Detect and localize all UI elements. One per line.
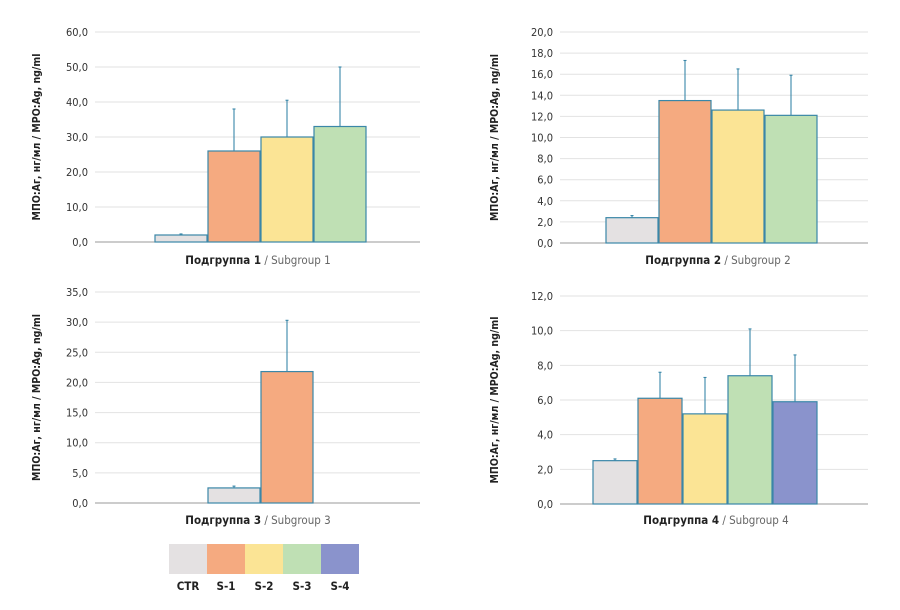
x-title-ru: Подгруппа 2: [645, 253, 721, 267]
legend-swatch-s-1: [207, 544, 245, 574]
bar-ctr: [154, 234, 208, 243]
y-tick-label: 20,0: [66, 376, 88, 389]
y-tick-label: 20,0: [66, 166, 88, 179]
y-tick-label: 30,0: [66, 316, 88, 329]
bar-s-1: [637, 397, 683, 505]
chart-panel-1: 0,0 10,0 20,0 30,0 40,0 50,0 60,0 МПО:Аг, нг/мл…: [31, 26, 420, 267]
y-tick-label: 0,0: [537, 237, 553, 250]
y-tick-label: 14,0: [531, 89, 553, 102]
y-tick-label: 4,0: [537, 195, 553, 208]
legend-swatch-s-3: [283, 544, 321, 574]
bar-s-3: [727, 375, 773, 505]
y-tick-label: 50,0: [66, 61, 88, 74]
x-title-ru: Подгруппа 4: [643, 513, 719, 527]
bar-s-2: [711, 109, 765, 244]
y-tick-label: 5,0: [72, 467, 88, 480]
y-tick-label: 10,0: [531, 325, 553, 338]
y-axis-label: МПО:Аг, нг/мл / MPO:Ag, ng/ml: [31, 54, 43, 221]
x-title-en: Subgroup 2: [731, 253, 791, 267]
legend-swatch-s-2: [245, 544, 283, 574]
x-title-separator: /: [261, 513, 271, 527]
x-title-en: Subgroup 1: [271, 253, 331, 267]
y-tick-label: 10,0: [66, 437, 88, 450]
y-tick-label: 16,0: [531, 68, 553, 81]
y-tick-label: 2,0: [537, 463, 553, 476]
legend-swatch-s-4: [321, 544, 359, 574]
bar-s-2: [682, 413, 728, 505]
x-title-separator: /: [261, 253, 271, 267]
y-tick-label: 20,0: [531, 26, 553, 39]
legend-label: S-4: [331, 579, 350, 593]
x-title-separator: /: [721, 253, 731, 267]
y-tick-label: 0,0: [537, 498, 553, 511]
x-title-ru: Подгруппа 3: [185, 513, 261, 527]
bar-s-1: [658, 99, 712, 244]
y-tick-label: 8,0: [537, 153, 553, 166]
y-tick-label: 0,0: [72, 236, 88, 249]
y-tick-label: 4,0: [537, 429, 553, 442]
x-title-en: Subgroup 4: [729, 513, 789, 527]
x-title-separator: /: [719, 513, 729, 527]
chart-panel-3: 0,0 5,0 10,0 15,0 20,0 25,0 30,0 35,0 МПО:Аг, нг…: [31, 286, 420, 527]
bar-s-4: [772, 401, 818, 505]
bar-s-2: [260, 136, 314, 243]
y-tick-label: 18,0: [531, 47, 553, 60]
legend-label: S-1: [217, 579, 236, 593]
y-tick-label: 8,0: [537, 359, 553, 372]
bar-s-3: [764, 114, 818, 244]
y-tick-label: 15,0: [66, 407, 88, 420]
bar-ctr: [605, 217, 659, 244]
x-axis-title: Подгруппа 2 / Subgroup 2: [645, 253, 790, 267]
y-axis-label: МПО:Аг, нг/мл / MPO:Ag, ng/ml: [489, 54, 501, 221]
legend-label: S-3: [293, 579, 312, 593]
x-axis-title: Подгруппа 1 / Subgroup 1: [185, 253, 330, 267]
bar-s-1: [207, 150, 261, 243]
y-axis-label: МПО:Аг, нг/мл / MPO:Ag, ng/ml: [31, 314, 43, 481]
y-tick-label: 60,0: [66, 26, 88, 39]
legend-swatch-ctr: [169, 544, 207, 574]
y-tick-label: 30,0: [66, 131, 88, 144]
x-title-ru: Подгруппа 1: [185, 253, 261, 267]
y-axis-label: МПО:Аг, нг/мл / MPO:Ag, ng/ml: [489, 317, 501, 484]
y-tick-label: 6,0: [537, 394, 553, 407]
y-tick-label: 6,0: [537, 174, 553, 187]
chart-panel-4: 0,0 2,0 4,0 6,0 8,0 10,0 12,0 МПО:Аг, нг/мл / M…: [489, 290, 868, 527]
y-tick-label: 0,0: [72, 497, 88, 510]
bar-s-1: [260, 370, 314, 504]
chart-panel-2: 0,0 2,0 4,0 6,0 8,0 10,0 12,0 14,0 16,0 18,0 20,0 М…: [489, 26, 868, 267]
y-tick-label: 12,0: [531, 290, 553, 303]
x-axis-title: Подгруппа 3 / Subgroup 3: [185, 513, 330, 527]
y-tick-label: 25,0: [66, 346, 88, 359]
bar-ctr: [592, 460, 638, 505]
x-title-en: Subgroup 3: [271, 513, 331, 527]
y-tick-label: 10,0: [531, 132, 553, 145]
legend-label: CTR: [177, 579, 200, 593]
bar-s-3: [313, 125, 367, 243]
bar-ctr: [207, 487, 261, 504]
y-tick-label: 10,0: [66, 201, 88, 214]
y-tick-label: 12,0: [531, 110, 553, 123]
legend-label: S-2: [255, 579, 274, 593]
x-axis-title: Подгруппа 4 / Subgroup 4: [643, 513, 788, 527]
y-tick-label: 35,0: [66, 286, 88, 299]
y-tick-label: 2,0: [537, 216, 553, 229]
y-tick-label: 40,0: [66, 96, 88, 109]
legend: CTR S-1 S-2 S-3 S-4: [169, 544, 359, 593]
